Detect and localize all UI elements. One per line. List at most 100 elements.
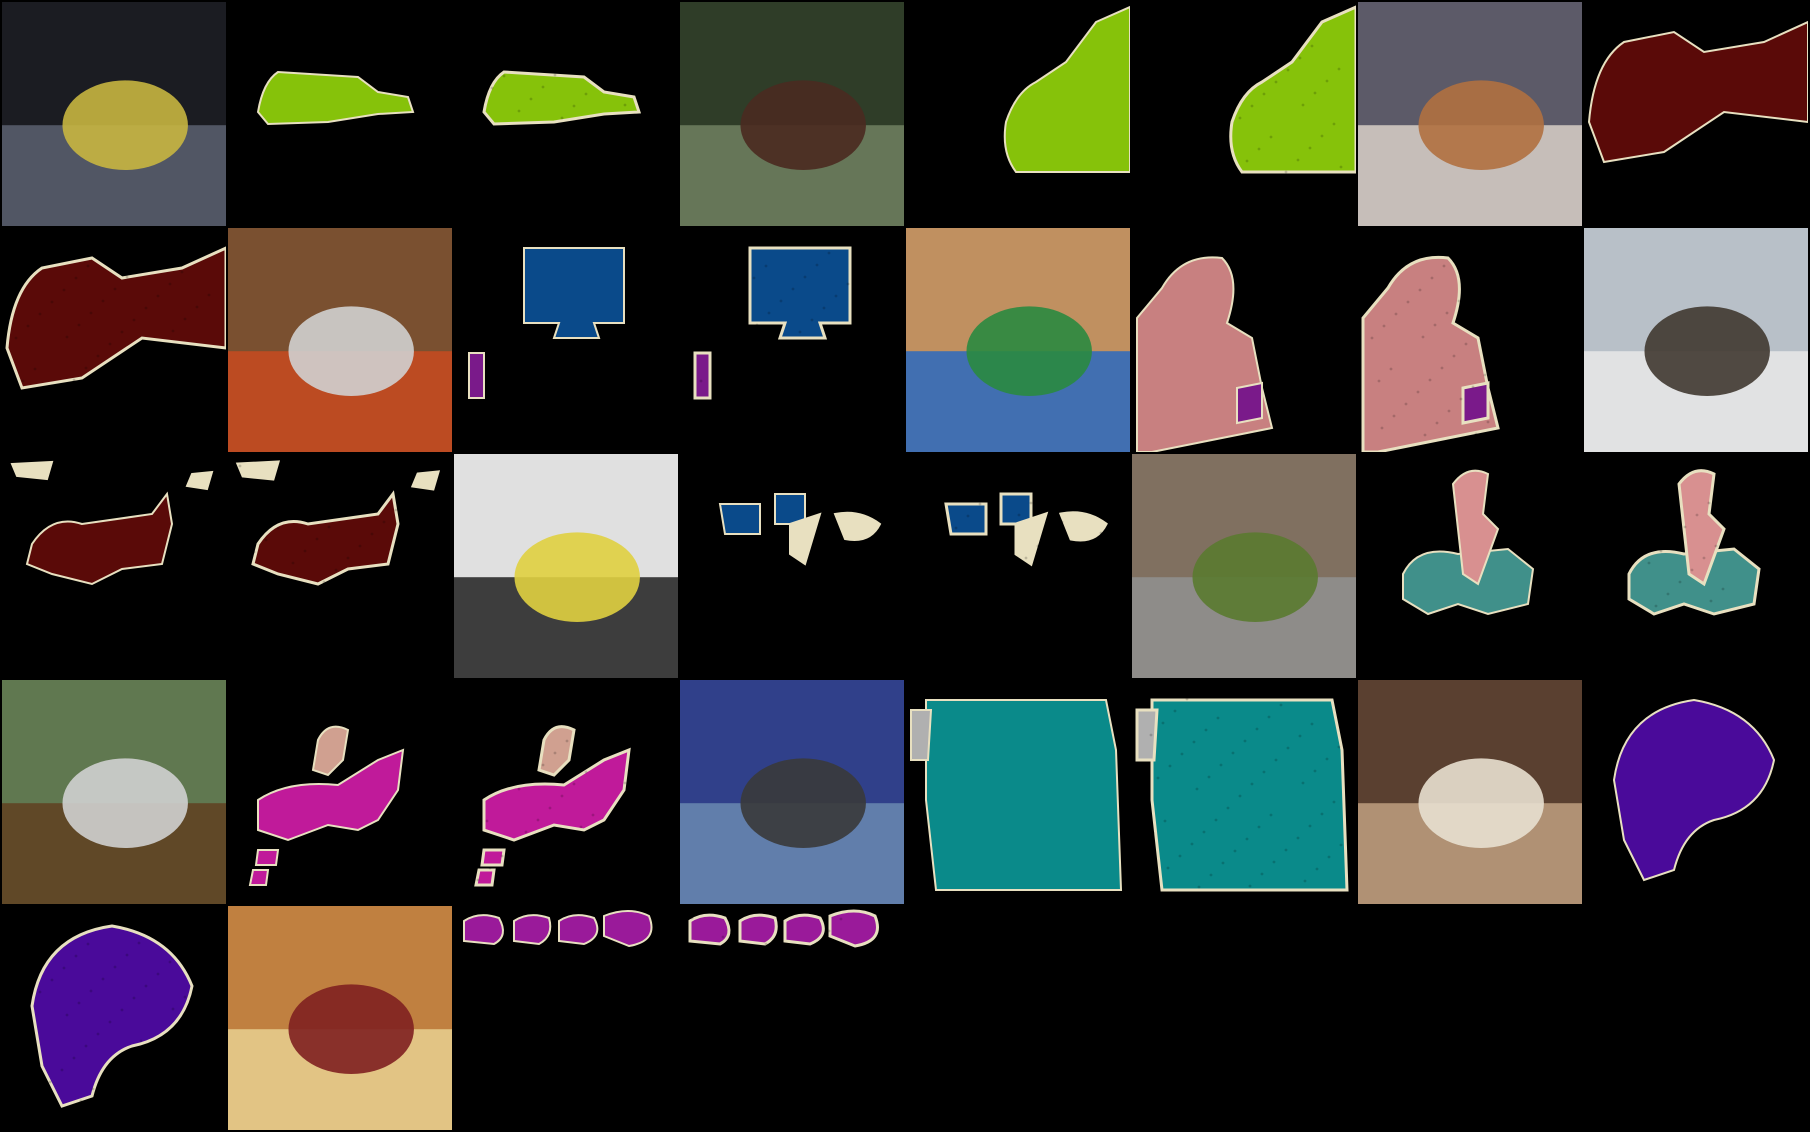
mask-noise-dot — [154, 1074, 158, 1078]
mask-noise-dot — [1101, 629, 1105, 633]
mask-noise-dot — [1697, 611, 1701, 615]
mask-noise-dot — [589, 37, 593, 41]
mask-image — [1361, 238, 1569, 452]
mask-noise-dot — [1565, 391, 1569, 395]
mask-accent-region — [410, 470, 441, 491]
mask-noise-dot — [1392, 414, 1396, 418]
mask-noise-dot — [764, 942, 768, 946]
photo-tile-cat-window — [1584, 228, 1808, 452]
mask-tile-dog-gt — [1584, 680, 1808, 904]
mask-image — [464, 690, 665, 889]
mask-noise-dot — [1269, 135, 1273, 139]
mask-noise-dot — [880, 1026, 884, 1030]
mask-noise-dot — [817, 1039, 821, 1043]
mask-noise-dot — [1296, 158, 1300, 162]
mask-noise-dot — [1541, 415, 1545, 419]
mask-noise-dot — [168, 960, 172, 964]
mask-noise-dot — [849, 329, 853, 333]
mask-region — [738, 913, 778, 946]
mask-noise-dot — [1618, 640, 1622, 644]
photo-tile-fridge — [228, 906, 452, 1130]
mask-noise-dot — [353, 599, 357, 603]
mask-noise-dot — [1000, 580, 1004, 584]
mask-noise-dot — [728, 300, 732, 304]
mask-noise-dot — [786, 342, 790, 346]
mask-noise-dot — [1428, 378, 1432, 382]
mask-noise-dot — [495, 709, 499, 713]
mask-noise-dot — [1156, 98, 1160, 102]
mask-noise-dot — [1180, 752, 1184, 756]
mask-noise-dot — [661, 843, 665, 847]
mask-noise-dot — [937, 593, 941, 597]
mask-noise-dot — [743, 335, 747, 339]
mask-noise-dot — [531, 873, 535, 877]
mask-noise-dot — [1034, 646, 1038, 650]
mask-noise-dot — [1149, 733, 1153, 737]
mask-noise-dot — [1498, 408, 1502, 412]
mask-noise-dot — [613, 13, 617, 17]
mask-noise-dot — [1178, 854, 1182, 858]
mask-noise-dot — [885, 293, 889, 297]
mask-noise-dot — [113, 965, 117, 969]
mask-noise-dot — [1772, 586, 1776, 590]
mask-noise-dot — [485, 819, 489, 823]
mask-noise-dot — [721, 935, 725, 939]
mask-noise-dot — [298, 604, 302, 608]
mask-noise-dot — [716, 990, 720, 994]
mask-region — [248, 869, 270, 886]
mask-noise-dot — [1303, 879, 1307, 883]
photo-image — [1584, 228, 1808, 452]
mask-image — [688, 909, 891, 1115]
mask-region — [1587, 20, 1808, 164]
mask-noise-dot — [1464, 342, 1468, 346]
mask-noise-dot — [1760, 598, 1764, 602]
mask-noise-dot — [207, 293, 211, 297]
photo-subject — [514, 532, 640, 622]
mask-tile-train-pred — [454, 2, 678, 226]
mask-noise-dot — [183, 995, 187, 999]
mask-noise-dot — [1154, 878, 1158, 882]
mask-noise-dot — [185, 1093, 189, 1097]
mask-noise-dot — [553, 73, 557, 77]
mask-noise-dot — [608, 746, 612, 750]
mask-noise-dot — [740, 288, 744, 292]
mask-noise-dot — [339, 513, 343, 517]
mask-noise-dot — [762, 366, 766, 370]
mask-accent-region — [10, 460, 54, 481]
mask-image — [718, 493, 882, 566]
mask-tile-monitor-pred — [680, 228, 904, 452]
mask-noise-dot — [1488, 318, 1492, 322]
mask-noise-dot — [579, 147, 583, 151]
mask-noise-dot — [1339, 843, 1343, 847]
mask-noise-dot — [1250, 782, 1254, 786]
mask-noise-dot — [514, 740, 518, 744]
mask-noise-dot — [1209, 873, 1213, 877]
mask-noise-dot — [844, 384, 848, 388]
photo-tile-train-station — [2, 2, 226, 226]
mask-noise-dot — [536, 818, 540, 822]
mask-noise-dot — [596, 80, 600, 84]
mask-noise-dot — [1149, 55, 1153, 59]
mask-noise-dot — [1154, 200, 1158, 204]
mask-noise-dot — [690, 916, 694, 920]
mask-noise-dot — [885, 971, 889, 975]
mask-noise-dot — [495, 31, 499, 35]
mask-noise-dot — [1707, 501, 1711, 505]
mask-image — [916, 464, 1117, 663]
mask-noise-dot — [84, 1044, 88, 1048]
mask-noise-dot — [524, 830, 528, 834]
mask-image — [12, 916, 213, 1115]
photo-subject — [1192, 532, 1318, 622]
mask-noise-dot — [697, 959, 701, 963]
mask-noise-dot — [1471, 385, 1475, 389]
mask-noise-dot — [1534, 372, 1538, 376]
mask-noise-dot — [692, 336, 696, 340]
mask-noise-dot — [606, 170, 610, 174]
mask-noise-dot — [1190, 164, 1194, 168]
mask-noise-dot — [464, 690, 468, 694]
mask-noise-dot — [1031, 599, 1035, 603]
mask-noise-dot — [791, 287, 795, 291]
mask-noise-dot — [1709, 599, 1713, 603]
photo-subject — [62, 80, 188, 170]
photo-image — [1132, 454, 1356, 678]
